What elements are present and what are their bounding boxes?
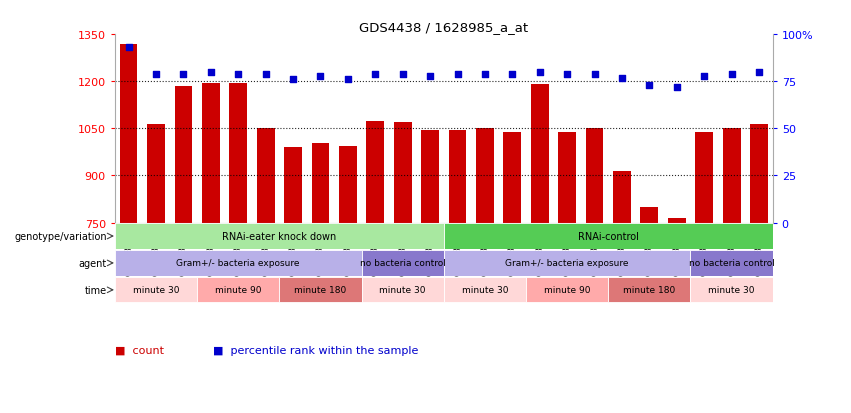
Point: [643, 83, 656, 89]
Text: RNAi-control: RNAi-control: [578, 231, 639, 242]
Text: ■  count: ■ count: [115, 345, 164, 355]
Bar: [367, 121, 384, 223]
Bar: [504, 132, 521, 223]
Bar: [448, 131, 466, 223]
Point: [286, 77, 300, 83]
Text: minute 90: minute 90: [215, 286, 261, 294]
Point: [368, 71, 382, 78]
Text: minute 30: minute 30: [380, 286, 426, 294]
Bar: [531, 85, 549, 223]
Bar: [722, 129, 740, 223]
Text: Gram+/- bacteria exposure: Gram+/- bacteria exposure: [505, 259, 629, 268]
Point: [259, 71, 272, 78]
Bar: [690, 278, 773, 303]
Text: minute 30: minute 30: [708, 286, 755, 294]
Bar: [585, 129, 603, 223]
Point: [588, 71, 602, 78]
Point: [177, 71, 191, 78]
Text: minute 180: minute 180: [623, 286, 676, 294]
Bar: [339, 146, 357, 223]
Bar: [174, 87, 192, 223]
Bar: [690, 251, 773, 276]
Text: genotype/variation: genotype/variation: [14, 231, 107, 242]
Bar: [115, 224, 444, 249]
Bar: [257, 129, 275, 223]
Title: GDS4438 / 1628985_a_at: GDS4438 / 1628985_a_at: [359, 21, 528, 34]
Point: [697, 73, 711, 80]
Bar: [197, 278, 279, 303]
Text: minute 30: minute 30: [133, 286, 180, 294]
Text: minute 30: minute 30: [461, 286, 508, 294]
Point: [560, 71, 574, 78]
Point: [725, 71, 739, 78]
Point: [478, 71, 492, 78]
Text: no bacteria control: no bacteria control: [688, 259, 774, 268]
Point: [505, 71, 519, 78]
Bar: [115, 251, 362, 276]
Bar: [444, 278, 526, 303]
Text: agent: agent: [79, 258, 107, 268]
Bar: [202, 84, 220, 223]
Bar: [641, 207, 659, 223]
Bar: [558, 132, 576, 223]
Bar: [147, 124, 165, 223]
Point: [615, 75, 629, 82]
Bar: [229, 84, 247, 223]
Point: [204, 69, 218, 76]
Text: Gram+/- bacteria exposure: Gram+/- bacteria exposure: [176, 259, 300, 268]
Text: no bacteria control: no bacteria control: [360, 259, 446, 268]
Point: [423, 73, 437, 80]
Point: [533, 69, 546, 76]
Point: [122, 45, 135, 52]
Bar: [444, 251, 690, 276]
Bar: [613, 171, 631, 223]
Bar: [394, 123, 412, 223]
Bar: [279, 278, 362, 303]
Bar: [311, 143, 329, 223]
Point: [451, 71, 465, 78]
Bar: [115, 278, 197, 303]
Bar: [668, 218, 686, 223]
Text: RNAi-eater knock down: RNAi-eater knock down: [222, 231, 336, 242]
Text: ■  percentile rank within the sample: ■ percentile rank within the sample: [213, 345, 418, 355]
Bar: [608, 278, 690, 303]
Bar: [750, 124, 768, 223]
Point: [231, 71, 245, 78]
Bar: [421, 131, 439, 223]
Bar: [284, 148, 302, 223]
Bar: [476, 129, 494, 223]
Point: [396, 71, 409, 78]
Text: time: time: [85, 285, 107, 295]
Point: [314, 73, 328, 80]
Text: minute 90: minute 90: [544, 286, 591, 294]
Bar: [362, 251, 444, 276]
Bar: [444, 224, 773, 249]
Bar: [695, 132, 713, 223]
Point: [670, 84, 683, 91]
Point: [341, 77, 355, 83]
Point: [149, 71, 163, 78]
Bar: [362, 278, 444, 303]
Text: minute 180: minute 180: [294, 286, 346, 294]
Bar: [526, 278, 608, 303]
Bar: [120, 45, 138, 223]
Point: [752, 69, 766, 76]
